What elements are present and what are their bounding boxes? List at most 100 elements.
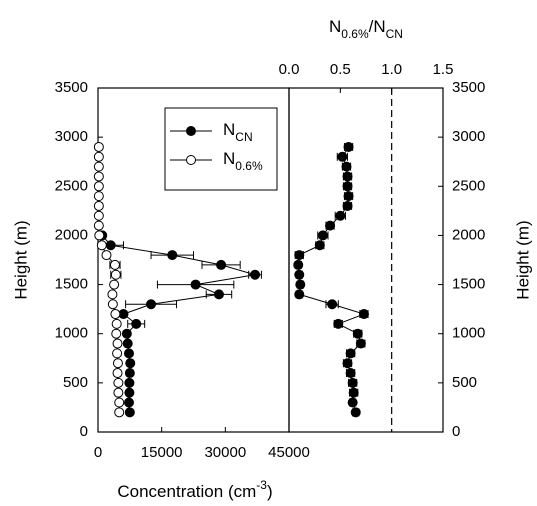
point xyxy=(341,161,352,172)
point xyxy=(110,269,121,280)
point xyxy=(93,210,104,221)
point xyxy=(93,200,104,211)
point xyxy=(347,397,358,408)
x-tick-label: 1.5 xyxy=(433,61,454,78)
point xyxy=(125,358,136,369)
point xyxy=(348,387,359,398)
point xyxy=(113,377,124,388)
x-axis-title: N0.6%/NCN xyxy=(329,17,403,41)
y-tick-label: 0 xyxy=(80,423,88,440)
point xyxy=(294,269,305,280)
point xyxy=(96,240,107,251)
y-tick-label: 0 xyxy=(452,423,460,440)
point xyxy=(101,250,112,261)
point xyxy=(294,250,305,261)
point xyxy=(355,338,366,349)
label-part: Concentration (cm xyxy=(117,482,256,501)
x-tick-label: 30000 xyxy=(204,444,246,461)
y-tick-label: 3000 xyxy=(55,128,88,145)
point xyxy=(167,250,178,261)
y-tick-label: 500 xyxy=(452,374,477,391)
point xyxy=(105,240,116,251)
point xyxy=(93,151,104,162)
point xyxy=(131,318,142,329)
y-tick-label: 2000 xyxy=(452,226,485,243)
x-tick-label: 1.0 xyxy=(381,61,402,78)
point xyxy=(294,289,305,300)
point xyxy=(124,387,135,398)
point xyxy=(342,200,353,211)
point xyxy=(250,269,261,280)
point xyxy=(93,171,104,182)
legend-box xyxy=(164,107,278,191)
y-tick-label: 1000 xyxy=(55,325,88,342)
point xyxy=(112,348,123,359)
y-tick-label: 2500 xyxy=(452,177,485,194)
label-part: ) xyxy=(267,482,273,501)
point xyxy=(124,407,135,418)
point xyxy=(342,181,353,192)
y-tick-label: 1500 xyxy=(452,276,485,293)
x-tick-label: 0 xyxy=(94,444,102,461)
point xyxy=(94,230,105,241)
point xyxy=(113,387,124,398)
point xyxy=(343,141,354,152)
point xyxy=(107,299,118,310)
point xyxy=(121,328,132,339)
x-tick-label: 15000 xyxy=(141,444,183,461)
point xyxy=(345,368,356,379)
x-tick-label: 0.5 xyxy=(330,61,351,78)
label-part: CN xyxy=(386,27,403,41)
y-tick-label: 3500 xyxy=(55,79,88,96)
point xyxy=(327,299,338,310)
point xyxy=(93,181,104,192)
point xyxy=(325,220,336,231)
point xyxy=(333,318,344,329)
point xyxy=(190,279,201,290)
label-part: -3 xyxy=(256,478,267,492)
point xyxy=(93,161,104,172)
y-tick-label: 2500 xyxy=(55,177,88,194)
point xyxy=(317,230,328,241)
point xyxy=(216,259,227,270)
label-part: N xyxy=(329,17,341,36)
y-tick-label: 2000 xyxy=(55,226,88,243)
point xyxy=(110,309,121,320)
point xyxy=(342,171,353,182)
legend-name: N xyxy=(223,120,235,139)
x-tick-label: 0.0 xyxy=(279,61,300,78)
point xyxy=(358,309,369,320)
point xyxy=(342,358,353,369)
legend-label: NCN xyxy=(223,120,253,144)
y-tick-label: 500 xyxy=(63,374,88,391)
point xyxy=(109,279,120,290)
x-tick-label: 45000 xyxy=(268,444,310,461)
y-tick-label: 3000 xyxy=(452,128,485,145)
point xyxy=(93,141,104,152)
point xyxy=(124,368,135,379)
point xyxy=(123,348,134,359)
point xyxy=(112,368,123,379)
legend-subscript: CN xyxy=(235,130,252,144)
point xyxy=(213,289,224,300)
point xyxy=(111,328,122,339)
point xyxy=(293,259,304,270)
point xyxy=(352,328,363,339)
point xyxy=(112,358,123,369)
point xyxy=(93,220,104,231)
point xyxy=(350,407,361,418)
legend-subscript: 0.6% xyxy=(235,159,263,173)
point xyxy=(343,191,354,202)
label-part: /N xyxy=(369,17,386,36)
point xyxy=(109,259,120,270)
point xyxy=(123,397,134,408)
point xyxy=(347,377,358,388)
legend-name: N xyxy=(223,149,235,168)
label-part: 0.6% xyxy=(341,27,369,41)
point xyxy=(93,191,104,202)
y-tick-label: 1000 xyxy=(452,325,485,342)
point xyxy=(345,348,356,359)
y-tick-label: 3500 xyxy=(452,79,485,96)
point xyxy=(111,318,122,329)
